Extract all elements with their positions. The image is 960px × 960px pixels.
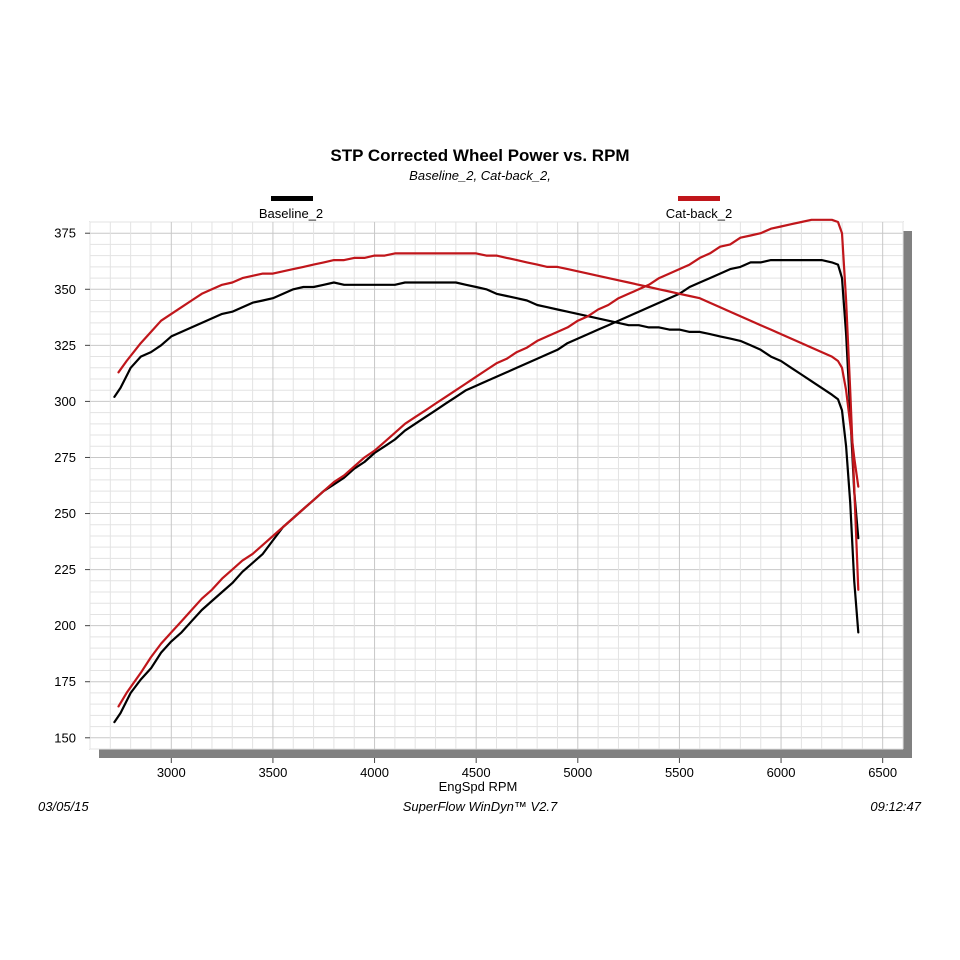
- series-line-baseline-2-torque: [113, 281, 860, 634]
- y-tick-label: 275: [54, 450, 76, 465]
- x-tick-label: 4000: [360, 765, 389, 780]
- y-tick-label: 225: [54, 562, 76, 577]
- y-tick-label: 300: [54, 394, 76, 409]
- footer-date: 03/05/15: [38, 799, 89, 814]
- y-tick-label: 175: [54, 674, 76, 689]
- series-line-baseline-2-hp: [113, 259, 860, 724]
- x-axis-label: EngSpd RPM: [439, 779, 518, 794]
- chart-subtitle: Baseline_2, Cat-back_2,: [409, 168, 551, 183]
- y-tick-label: 350: [54, 282, 76, 297]
- x-tick-label: 6500: [868, 765, 897, 780]
- y-tick-label: 325: [54, 338, 76, 353]
- x-tick-label: 5500: [665, 765, 694, 780]
- y-tick-label: 250: [54, 506, 76, 521]
- y-tick-label: 375: [54, 226, 76, 241]
- legend-swatch-baseline: [271, 196, 313, 201]
- chart-title: STP Corrected Wheel Power vs. RPM: [330, 146, 629, 165]
- series-line-cat-back-2-hp: [117, 218, 860, 708]
- legend-label-baseline: Baseline_2: [259, 206, 323, 221]
- y-axis: 150 175 200 225 250 275 300 325 350 375: [54, 226, 90, 745]
- x-tick-label: 6000: [767, 765, 796, 780]
- y-tick-label: 150: [54, 730, 76, 745]
- x-tick-label: 3000: [157, 765, 186, 780]
- series-layer: [113, 218, 860, 724]
- grid: [89, 221, 904, 750]
- series-line-cat-back-2-torque: [117, 252, 860, 488]
- x-axis: 3000 3500 4000 4500 5000 5500 6000 6500: [157, 758, 897, 780]
- legend-swatch-catback: [678, 196, 720, 201]
- legend-label-catback: Cat-back_2: [666, 206, 732, 221]
- legend: Baseline_2 Cat-back_2: [259, 196, 732, 221]
- footer-time: 09:12:47: [870, 799, 921, 814]
- x-tick-label: 3500: [258, 765, 287, 780]
- x-tick-label: 4500: [462, 765, 491, 780]
- footer-software: SuperFlow WinDyn™ V2.7: [403, 799, 558, 814]
- y-tick-label: 200: [54, 618, 76, 633]
- x-tick-label: 5000: [563, 765, 592, 780]
